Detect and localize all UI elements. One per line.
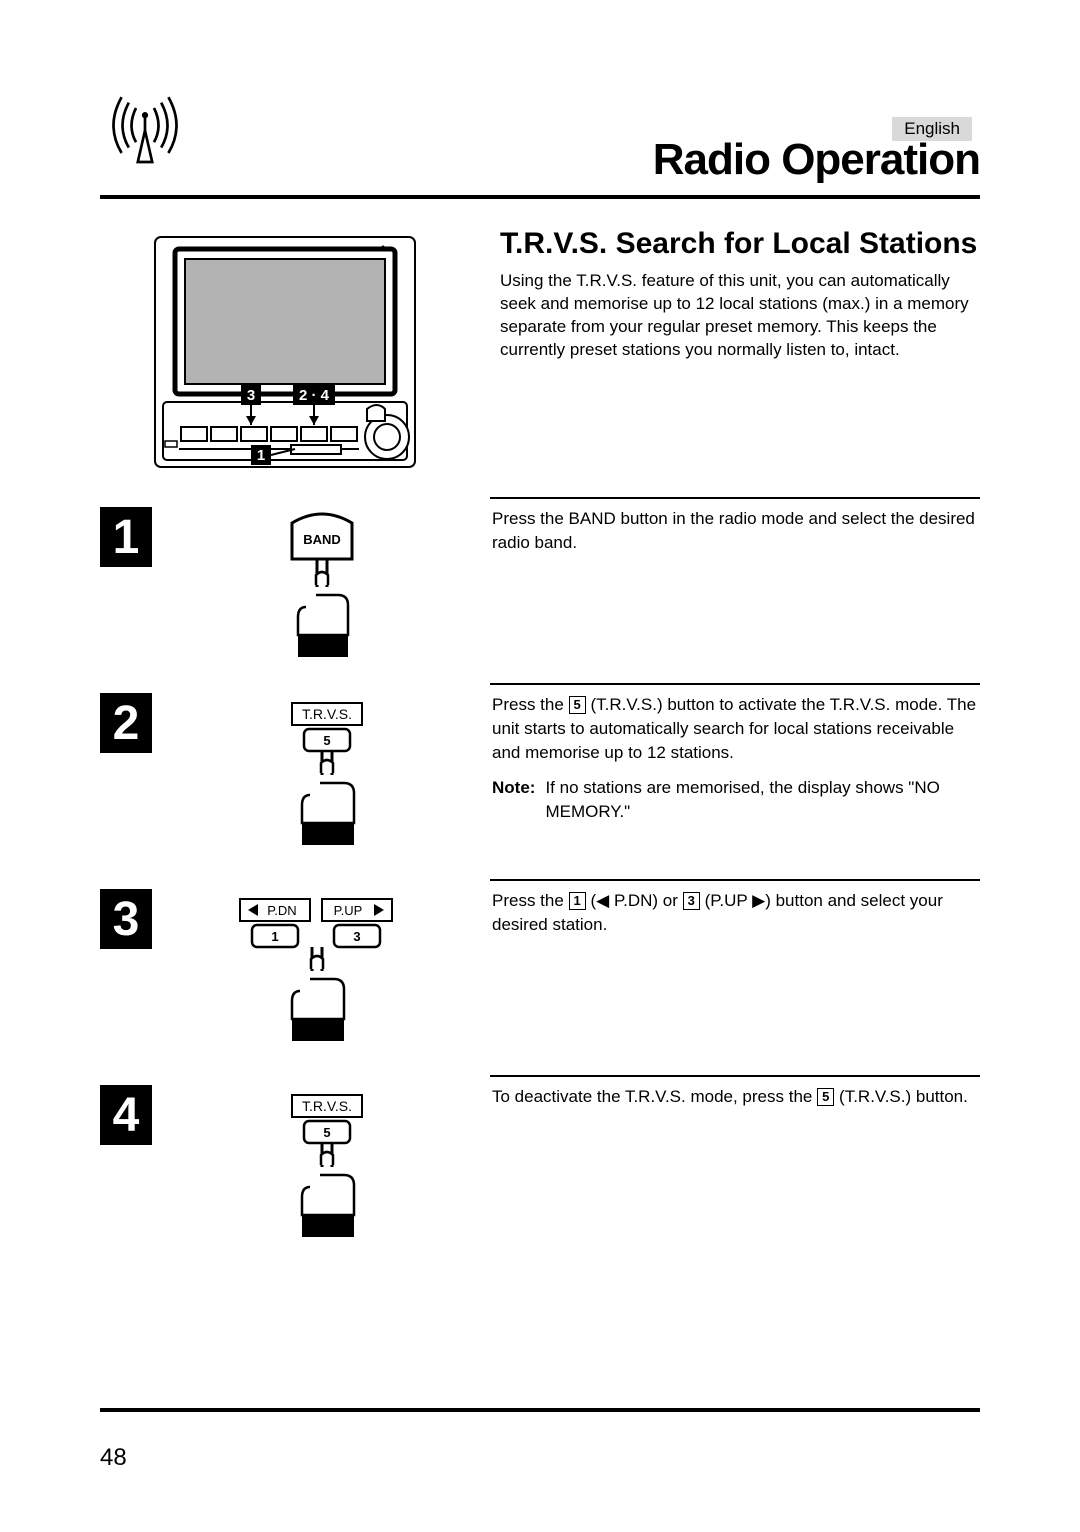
step-number: 1 xyxy=(100,507,152,567)
svg-text:T.R.V.S.: T.R.V.S. xyxy=(302,1098,352,1114)
svg-text:T.R.V.S.: T.R.V.S. xyxy=(302,706,352,722)
step-divider-2 xyxy=(490,683,980,685)
svg-text:5: 5 xyxy=(323,733,330,748)
s2-a: Press the xyxy=(492,695,569,714)
header-rule xyxy=(100,195,980,199)
inline-key-3: 3 xyxy=(683,892,700,910)
step3-text: Press the 1 (◀ P.DN) or 3 (P.UP ▶) butto… xyxy=(492,889,980,1063)
step4-illustration: T.R.V.S. 5 xyxy=(172,1085,472,1259)
step2-illustration: T.R.V.S. 5 xyxy=(172,693,472,867)
step1-text: Press the BAND button in the radio mode … xyxy=(492,507,980,671)
svg-text:1: 1 xyxy=(271,929,278,944)
step-number: 2 xyxy=(100,693,152,753)
inline-key-5b: 5 xyxy=(817,1088,834,1106)
inline-key-5: 5 xyxy=(569,696,586,714)
intro-body: Using the T.R.V.S. feature of this unit,… xyxy=(500,270,980,362)
page-header: English Radio Operation xyxy=(100,90,980,185)
footer-rule xyxy=(100,1408,980,1412)
step-number: 3 xyxy=(100,889,152,949)
svg-text:1: 1 xyxy=(257,447,265,464)
intro-row: 1 3 2 · 4 T.R.V.S. Search for Local Stat… xyxy=(100,227,980,477)
page-title: Radio Operation xyxy=(653,135,980,185)
header-right: English Radio Operation xyxy=(190,117,980,185)
s4-a: To deactivate the T.R.V.S. mode, press t… xyxy=(492,1087,817,1106)
svg-text:3: 3 xyxy=(353,929,360,944)
svg-text:3: 3 xyxy=(247,387,255,404)
step-1: 1 BAND Press the BAND button in the radi… xyxy=(100,507,980,671)
step-3: 3 P.DN 1 P.UP 3 Press the 1 (◀ P.DN xyxy=(100,889,980,1063)
step1-illustration: BAND xyxy=(172,507,472,671)
step2-note: Note: If no stations are memorised, the … xyxy=(492,776,980,824)
step3-illustration: P.DN 1 P.UP 3 xyxy=(172,889,472,1063)
svg-text:5: 5 xyxy=(323,1125,330,1140)
inline-key-1: 1 xyxy=(569,892,586,910)
step4-text: To deactivate the T.R.V.S. mode, press t… xyxy=(492,1085,980,1259)
note-text: If no stations are memorised, the displa… xyxy=(545,776,980,824)
svg-text:P.DN: P.DN xyxy=(267,903,296,918)
antenna-icon xyxy=(100,90,190,185)
step-divider-4 xyxy=(490,1075,980,1077)
s3-b: (◀ P.DN) or xyxy=(586,891,683,910)
step-4: 4 T.R.V.S. 5 To deactivate the T.R.V.S. … xyxy=(100,1085,980,1259)
s3-a: Press the xyxy=(492,891,569,910)
step-number: 4 xyxy=(100,1085,152,1145)
svg-text:BAND: BAND xyxy=(303,532,341,547)
s4-b: (T.R.V.S.) button. xyxy=(834,1087,968,1106)
svg-text:P.UP: P.UP xyxy=(334,903,363,918)
step-divider-3 xyxy=(490,879,980,881)
svg-text:2 · 4: 2 · 4 xyxy=(299,387,330,404)
intro-text: T.R.V.S. Search for Local Stations Using… xyxy=(500,227,980,477)
section-title: T.R.V.S. Search for Local Stations xyxy=(500,227,980,260)
step-divider-1 xyxy=(490,497,980,499)
note-label: Note: xyxy=(492,776,535,824)
step2-text: Press the 5 (T.R.V.S.) button to activat… xyxy=(492,693,980,867)
device-diagram: 1 3 2 · 4 xyxy=(100,227,470,477)
page-number: 48 xyxy=(100,1444,127,1472)
step-2: 2 T.R.V.S. 5 Press the 5 (T.R.V.S.) butt… xyxy=(100,693,980,867)
